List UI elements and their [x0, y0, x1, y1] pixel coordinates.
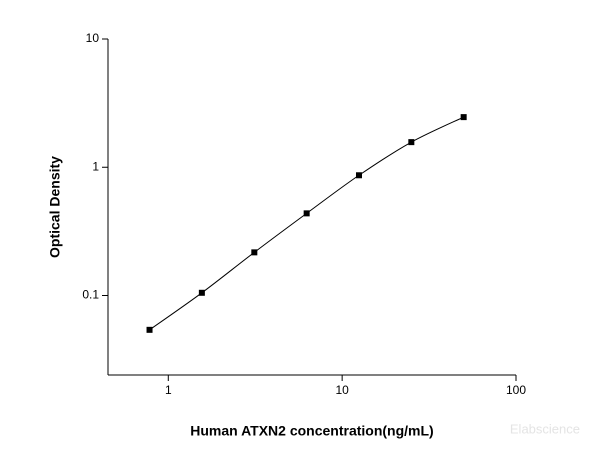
- data-point: [408, 139, 415, 146]
- data-point: [460, 114, 467, 121]
- x-axis-label: Human ATXN2 concentration(ng/mL): [190, 423, 433, 439]
- y-tick-label: 1: [92, 159, 99, 173]
- y-tick-label: 0.1: [82, 288, 99, 302]
- data-point: [303, 210, 310, 217]
- data-point: [198, 289, 205, 296]
- x-tick-label: 100: [506, 383, 526, 397]
- x-tick-label: 10: [335, 383, 349, 397]
- y-tick-label: 10: [86, 31, 100, 45]
- data-point: [355, 172, 362, 179]
- data-point: [146, 326, 153, 333]
- data-point: [251, 249, 258, 256]
- y-axis-label: Optical Density: [47, 156, 63, 258]
- x-tick-label: 1: [165, 383, 172, 397]
- watermark: Elabscience: [510, 421, 580, 436]
